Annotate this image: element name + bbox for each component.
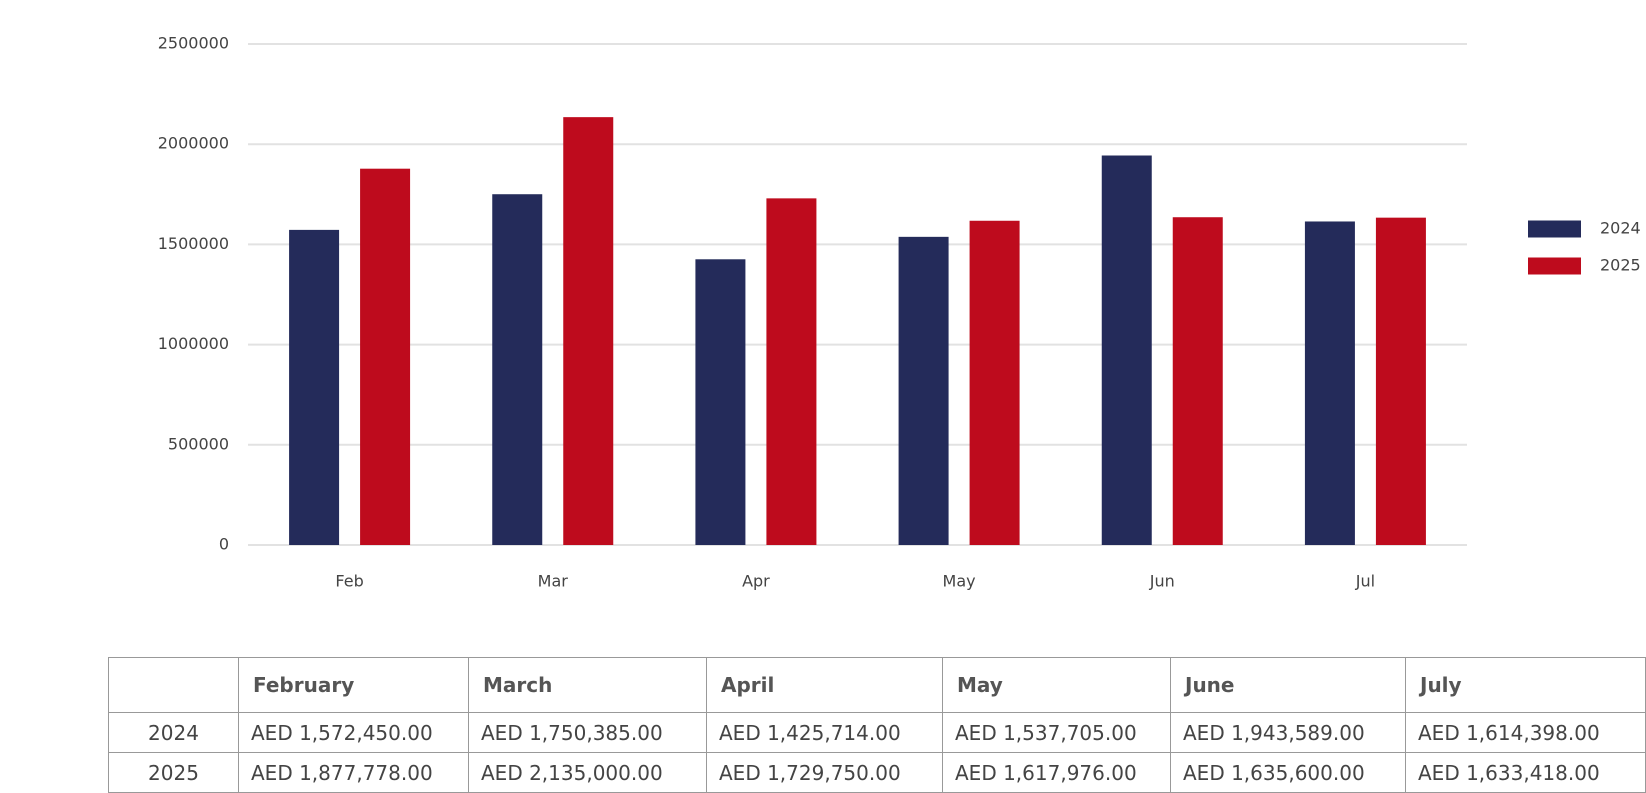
table-cell: AED 1,633,418.00	[1405, 752, 1646, 793]
y-tick-label: 1500000	[158, 234, 229, 253]
table-cell: AED 2,135,000.00	[468, 752, 707, 793]
bar	[1172, 217, 1223, 545]
bar	[1375, 217, 1426, 546]
bar	[969, 220, 1020, 545]
column-header: February	[238, 657, 469, 713]
row-label: 2024	[108, 712, 239, 753]
x-tick-label: Jul	[1355, 572, 1375, 591]
column-header: June	[1170, 657, 1406, 713]
table-cell: AED 1,877,778.00	[238, 752, 469, 793]
y-tick-label: 2000000	[158, 134, 229, 153]
table-cell: AED 1,425,714.00	[706, 712, 943, 753]
table-row: 2025 AED 1,877,778.00 AED 2,135,000.00 AED …	[108, 752, 1646, 793]
table-cell: AED 1,943,589.00	[1170, 712, 1406, 753]
column-header: April	[706, 657, 943, 713]
data-table: February March April May June July 2024 AED 1,…	[108, 657, 1646, 793]
bar	[898, 236, 949, 545]
bar	[1304, 221, 1355, 545]
bar	[766, 198, 817, 545]
bar	[695, 259, 746, 545]
table-cell: AED 1,614,398.00	[1405, 712, 1646, 753]
table-cell: AED 1,537,705.00	[942, 712, 1171, 753]
table-row: 2024 AED 1,572,450.00 AED 1,750,385.00 AED …	[108, 712, 1646, 753]
x-tick-label: Apr	[742, 572, 770, 591]
y-tick-label: 0	[219, 535, 229, 554]
table-cell: AED 1,572,450.00	[238, 712, 469, 753]
bar	[289, 229, 340, 545]
bar	[492, 194, 543, 545]
table-cell: AED 1,617,976.00	[942, 752, 1171, 793]
corner-cell	[108, 657, 239, 713]
row-label: 2025	[108, 752, 239, 793]
table-cell: AED 1,635,600.00	[1170, 752, 1406, 793]
chart: 0 500000 1000000 1500000 2000000 2500000 Feb Ma…	[158, 34, 1641, 591]
legend-swatch	[1528, 257, 1581, 275]
column-header: March	[468, 657, 707, 713]
x-tick-label: Jun	[1149, 572, 1175, 591]
bar	[563, 117, 614, 546]
bar	[1101, 155, 1152, 545]
table-cell: AED 1,729,750.00	[706, 752, 943, 793]
column-header: May	[942, 657, 1171, 713]
table-cell: AED 1,750,385.00	[468, 712, 707, 753]
x-tick-label: Mar	[538, 572, 569, 591]
y-tick-label: 500000	[168, 434, 229, 453]
x-tick-label: Feb	[335, 572, 363, 591]
column-header: July	[1405, 657, 1646, 713]
legend-label: 2024	[1600, 219, 1641, 238]
header-row: February March April May June July	[108, 657, 1646, 713]
legend-swatch	[1528, 220, 1581, 238]
y-tick-label: 2500000	[158, 34, 229, 53]
y-tick-label: 1000000	[158, 334, 229, 353]
bar	[360, 168, 411, 545]
x-tick-label: May	[943, 572, 976, 591]
legend-label: 2025	[1600, 256, 1641, 275]
